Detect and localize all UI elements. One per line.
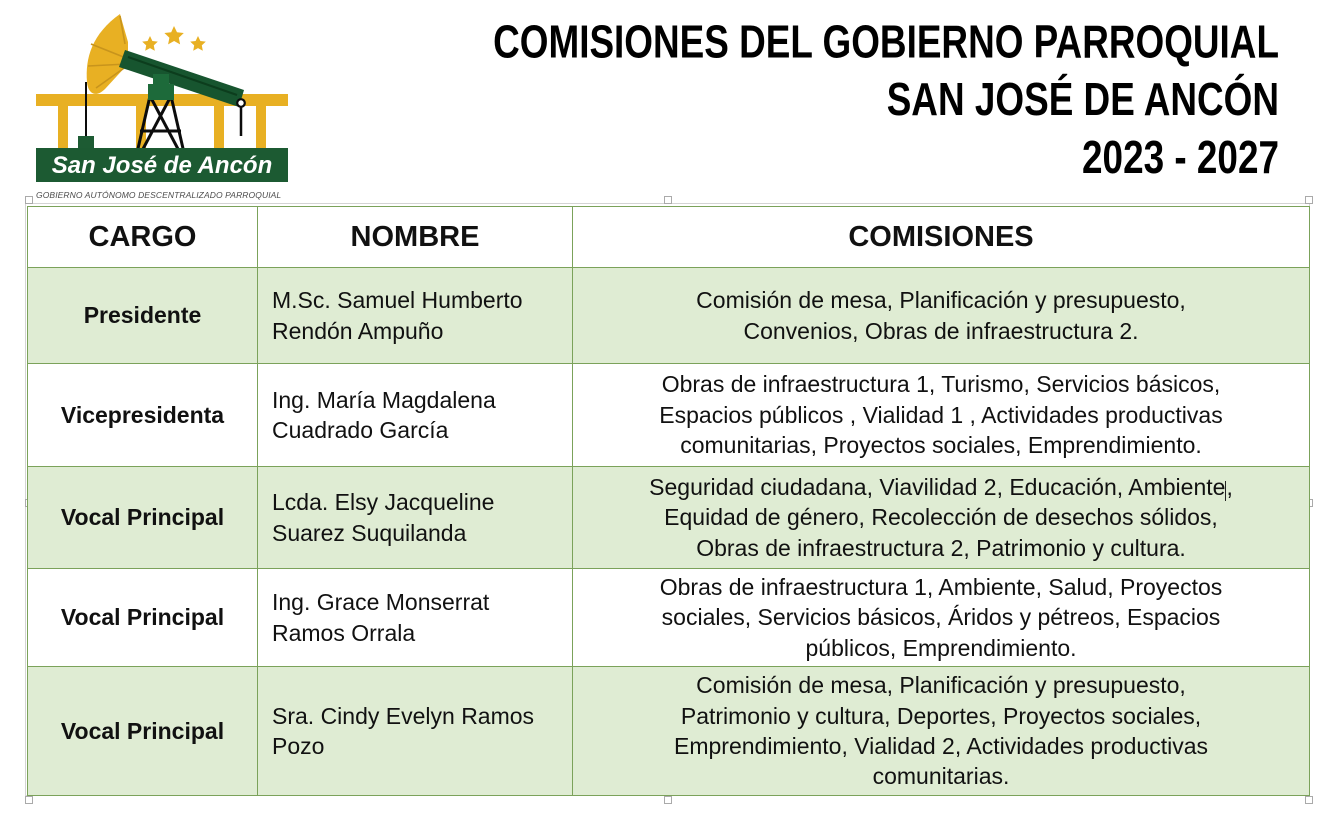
svg-text:San José de Ancón: San José de Ancón [52, 152, 273, 179]
